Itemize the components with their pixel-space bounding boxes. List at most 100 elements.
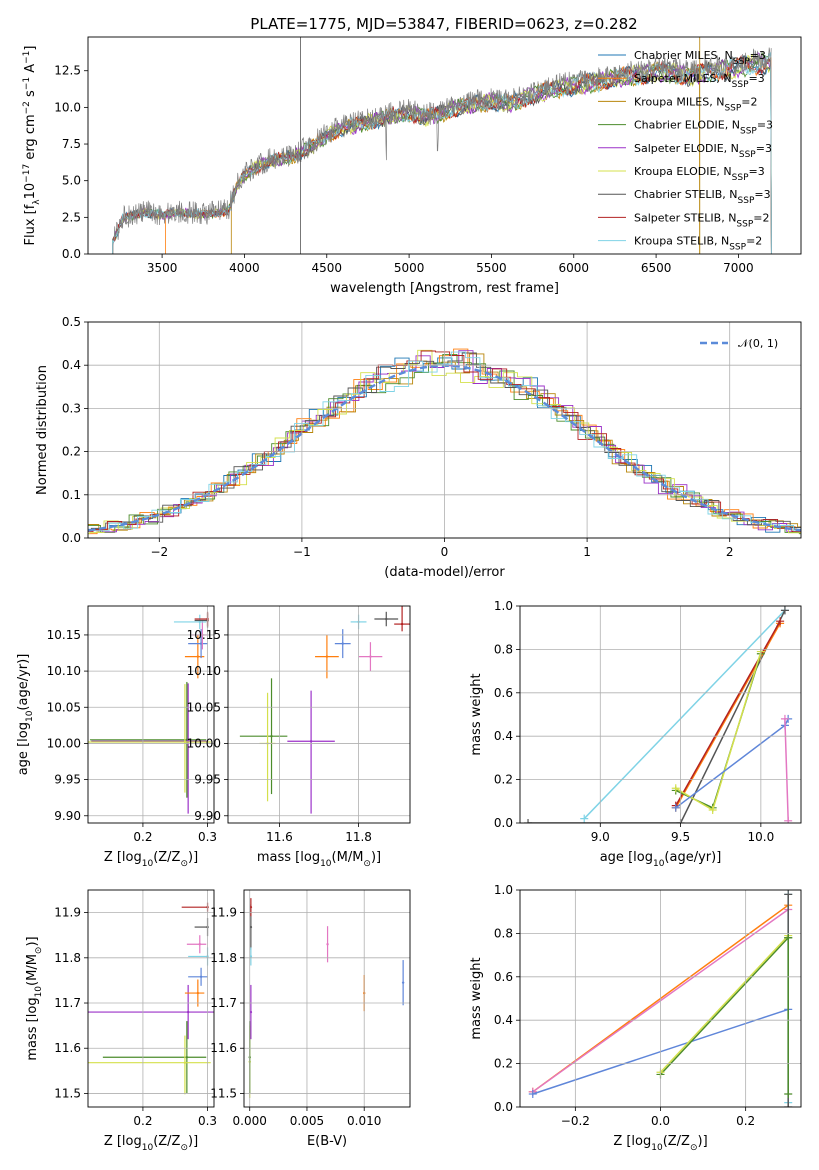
- y-tick-label: 10.10: [47, 664, 81, 678]
- data-point: [199, 642, 203, 645]
- mass-weight-series: [659, 935, 789, 1073]
- mass-weight-series: [583, 609, 786, 820]
- data-point: [401, 981, 405, 984]
- x-tick-label: 9.0: [591, 830, 610, 844]
- y-axis-label: age [log10(age/yr)]: [16, 654, 35, 776]
- data-point: [198, 620, 201, 624]
- x-tick-label: 6500: [641, 261, 672, 275]
- x-tick-label: 10.0: [747, 830, 774, 844]
- y-tick-label: 0.6: [494, 970, 513, 984]
- data-point: [198, 943, 201, 946]
- axes-frame: [87, 36, 802, 255]
- y-tick-label: 10.00: [187, 736, 221, 750]
- data-point: [186, 1010, 190, 1014]
- data-point: [369, 655, 372, 658]
- x-tick-label: 0.2: [736, 1114, 755, 1128]
- chart-layer: 3500 4000 4500 5000 5500 6000 6500 7000 0.0 2.5 5.…: [16, 36, 802, 1153]
- mass-weight-marker: [780, 606, 789, 615]
- axes-frame: [87, 889, 215, 1108]
- y-tick-label: 11.5: [210, 1086, 237, 1100]
- mass-weight-series: [528, 609, 786, 823]
- plot-area: [112, 37, 772, 254]
- y-tick-label: 0.0: [494, 816, 513, 830]
- x-tick-label: 0.000: [233, 1114, 267, 1128]
- chart-massweight-vs-Z: −0.2 0.0 0.2 0.0 0.2 0.4 0.6 0.8 1.0 Z [log10(Z/Z…: [469, 883, 802, 1153]
- plot-area: [88, 902, 214, 1095]
- data-point: [385, 617, 388, 621]
- x-tick-label: 2: [726, 545, 734, 559]
- chart-mass-vs-ebv: 0.000 0.005 0.010 11.5 11.6 11.7 11.8 11.9 E(B-V…: [210, 889, 411, 1149]
- y-tick-label: 10.15: [187, 628, 221, 642]
- legend-label: Chabrier MILES, NSSP=3: [634, 49, 766, 67]
- residual-hist-kroupa-stelib: [88, 351, 801, 532]
- x-tick-label: 1: [583, 545, 591, 559]
- legend-label: Chabrier ELODIE, NSSP=3: [634, 119, 773, 137]
- axes-frame: [87, 321, 802, 539]
- data-point: [249, 955, 253, 958]
- y-tick-label: 0.6: [494, 686, 513, 700]
- x-tick-label: 0.2: [133, 1114, 152, 1128]
- y-tick-label: 0.8: [494, 642, 513, 656]
- y-tick-label: 10.00: [47, 736, 81, 750]
- x-tick-label: 11.8: [345, 830, 372, 844]
- legend-label: 𝒩(0, 1): [738, 337, 778, 350]
- y-tick-label: 11.7: [210, 996, 237, 1010]
- data-point: [270, 735, 273, 738]
- axes-frame: [519, 605, 802, 824]
- x-axis-label: mass [log10(M/M⊙)]: [257, 850, 381, 869]
- x-tick-label: 0.3: [198, 1114, 217, 1128]
- data-point: [249, 925, 253, 929]
- x-axis-label: Z [log10(Z/Z⊙)]: [613, 1134, 707, 1153]
- x-tick-label: 0.010: [347, 1114, 381, 1128]
- residual-hist-chabrier-stelib: [88, 352, 801, 531]
- y-tick-label: 5.0: [62, 174, 81, 188]
- x-tick-label: 0.3: [198, 830, 217, 844]
- chart-age-vs-Z: 0.2 0.3 9.90 9.95 10.00 10.05 10.10 10.15 Z [log…: [16, 605, 217, 869]
- mass-weight-marker: [784, 933, 793, 942]
- figure-title: PLATE=1775, MJD=53847, FIBERID=0623, z=0…: [250, 15, 637, 33]
- legend-label: Kroupa STELIB, NSSP=2: [634, 235, 762, 253]
- legend-label: Kroupa MILES, NSSP=2: [634, 95, 758, 113]
- mass-weight-marker: [784, 890, 793, 899]
- mass-weight-marker: [776, 617, 785, 626]
- data-point: [249, 905, 253, 909]
- mass-weight-marker: [671, 803, 680, 812]
- x-axis-label: Z [log10(Z/Z⊙)]: [104, 850, 198, 869]
- axes-frame: [87, 605, 215, 824]
- axes-frame: [227, 605, 411, 824]
- y-tick-label: 0.2: [494, 773, 513, 787]
- mass-weight-marker: [708, 805, 717, 814]
- y-axis-label: Flux [fλ10−17 erg cm−2 s−1 A−1]: [22, 46, 42, 246]
- x-tick-label: 5000: [394, 261, 425, 275]
- y-tick-label: 0.4: [494, 1013, 513, 1027]
- y-tick-label: 11.9: [210, 906, 237, 920]
- residual-hist-salpeter-stelib: [88, 350, 801, 532]
- y-tick-label: 0.2: [62, 445, 81, 459]
- y-tick-label: 9.90: [54, 809, 81, 823]
- mass-weight-marker: [780, 714, 789, 723]
- data-point: [249, 1010, 253, 1014]
- x-tick-label: 0.2: [133, 830, 152, 844]
- y-tick-label: 11.8: [210, 951, 237, 965]
- data-point: [400, 622, 404, 626]
- mass-weight-marker: [524, 819, 533, 823]
- mass-weight-marker: [671, 784, 680, 793]
- x-tick-label: 6000: [558, 261, 589, 275]
- y-tick-label: 0.4: [62, 358, 81, 372]
- plot-area: [88, 611, 211, 814]
- y-tick-label: 10.15: [47, 628, 81, 642]
- residual-hist-kroupa-elodie: [88, 349, 801, 535]
- axes-frame: [243, 889, 411, 1108]
- y-tick-label: 0.5: [62, 315, 81, 329]
- y-tick-label: 2.5: [62, 210, 81, 224]
- x-tick-label: 11.6: [266, 830, 293, 844]
- data-point: [341, 642, 344, 645]
- x-tick-label: 9.5: [671, 830, 690, 844]
- x-tick-label: 7000: [723, 261, 754, 275]
- x-tick-label: 3500: [147, 261, 178, 275]
- y-axis-label: mass weight: [469, 957, 484, 1039]
- y-axis-label: Normed distribution: [35, 365, 50, 495]
- y-tick-label: 10.10: [187, 664, 221, 678]
- legend-label: Salpeter MILES, NSSP=3: [634, 72, 765, 90]
